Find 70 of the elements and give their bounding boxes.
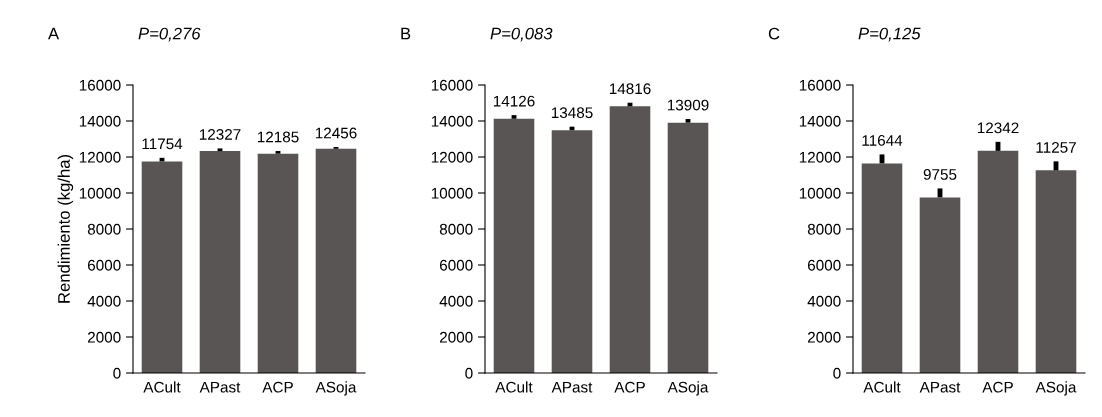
x-tick-label: ACult [495,381,533,393]
data-label: 11257 [1036,141,1076,153]
chart-title: B [401,27,411,40]
bar [609,106,651,373]
data-label: 9755 [923,169,957,180]
x-tick-label: ASoja [1035,381,1077,396]
y-tick-label: 8000 [87,223,121,235]
data-label: 12456 [315,127,357,139]
data-label: 12342 [977,122,1019,134]
y-tick-label: 8000 [807,223,841,235]
bar [141,161,183,373]
chart-subtitle: P=0,125 [858,27,921,42]
y-tick-label: 14000 [79,115,121,127]
data-label: 14816 [609,83,651,95]
y-tick-label: 4000 [807,295,841,307]
y-tick-label: 0 [833,367,841,379]
y-tick-label: 16000 [799,79,841,91]
x-tick-label: ASoja [315,381,357,396]
y-tick-label: 12000 [799,151,841,163]
y-tick-label: 8000 [439,223,473,235]
x-tick-label: ACult [143,381,181,393]
chart-title: A [48,27,60,40]
bar [861,163,903,373]
x-tick-label: APast [919,381,961,393]
data-label: 12185 [257,131,299,143]
y-tick-label: 10000 [799,187,841,199]
chart-subtitle: P=0,083 [490,27,553,42]
x-tick-label: ACP [982,381,1013,393]
y-tick-label: 0 [113,367,121,379]
data-label: 11644 [862,135,903,146]
bar [977,150,1019,373]
y-tick-label: 14000 [799,115,841,127]
y-tick-label: 4000 [87,295,121,307]
chart-subtitle: P=0,276 [138,27,201,42]
y-tick-label: 2000 [807,331,841,343]
y-tick-label: 16000 [431,79,473,91]
x-tick-label: ACP [614,381,645,393]
y-tick-label: 6000 [87,259,121,271]
y-tick-label: 12000 [79,151,121,163]
bar [257,153,299,373]
data-label: 12327 [199,129,241,140]
bar [199,151,241,373]
bar [919,197,961,373]
x-tick-label: ACult [863,381,901,393]
y-tick-label: 16000 [79,79,121,91]
y-tick-label: 4000 [439,295,473,307]
data-label: 11754 [142,138,183,150]
bar [493,118,535,373]
x-tick-label: APast [551,381,593,393]
y-tick-label: 6000 [807,259,841,271]
y-tick-label: 2000 [87,331,121,343]
data-label: 13909 [667,99,709,111]
x-tick-label: ASoja [667,381,709,396]
x-tick-label: APast [199,381,241,393]
y-tick-label: 12000 [431,151,473,163]
y-tick-label: 10000 [79,187,121,199]
y-tick-label: 14000 [431,115,473,127]
y-tick-label: 0 [465,367,473,379]
bar [1035,170,1077,373]
bar [667,122,709,373]
x-tick-label: ACP [262,381,293,393]
chart-title: C [768,27,780,40]
y-tick-label: 10000 [431,187,473,199]
bar [315,148,357,373]
bar [551,130,593,373]
y-tick-label: 6000 [439,259,473,271]
y-tick-label: 2000 [439,331,473,343]
y-axis-title: Rendimiento (kg/ha) [57,154,74,303]
data-label: 14126 [493,95,535,107]
data-label: 13485 [551,107,593,119]
